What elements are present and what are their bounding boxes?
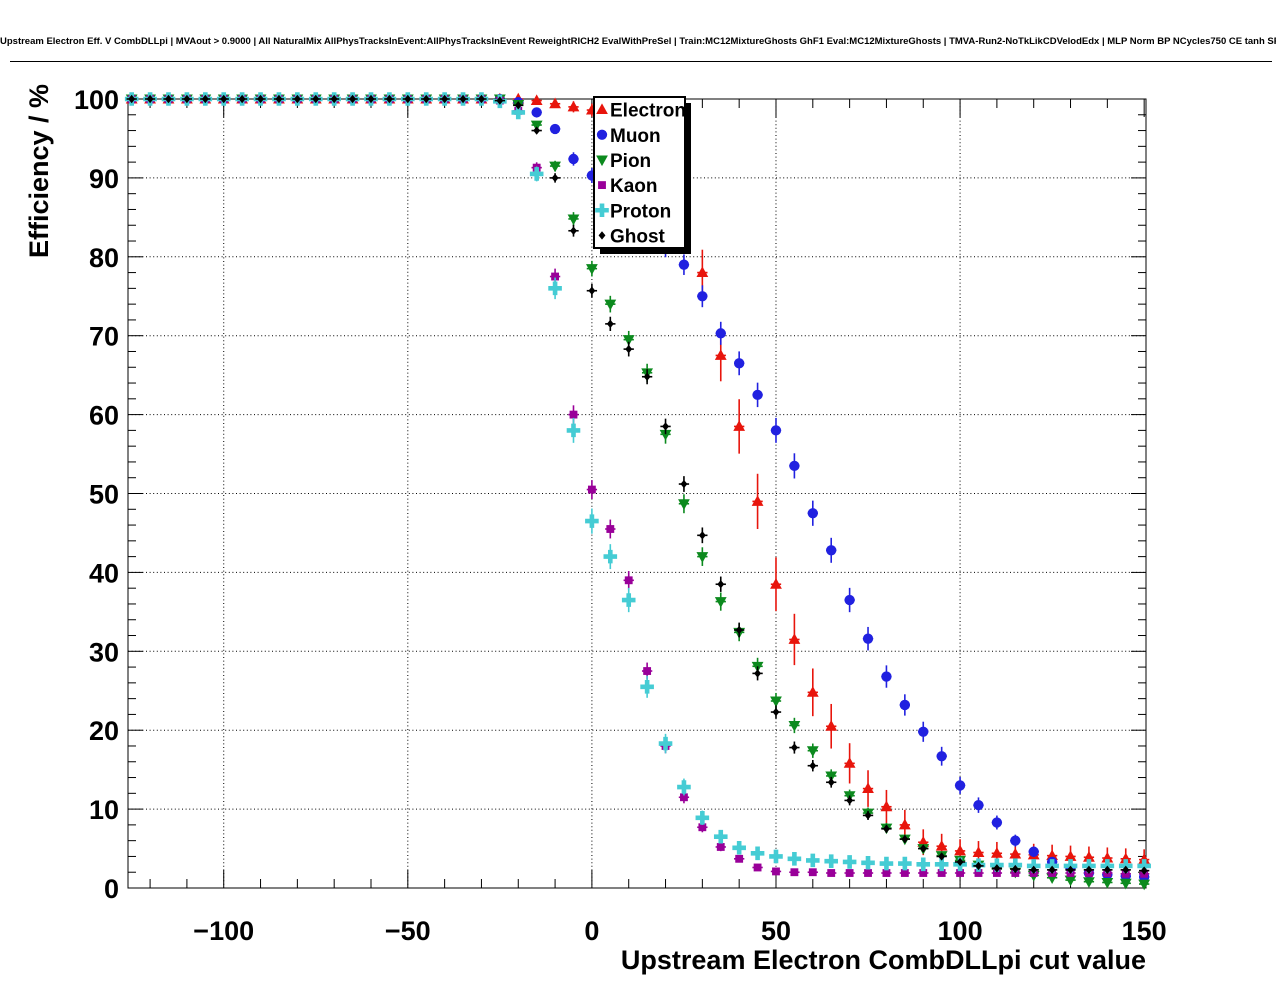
y-tick-label: 100 <box>74 85 119 115</box>
y-tick-label: 80 <box>89 243 119 273</box>
y-tick-label: 50 <box>89 480 119 510</box>
x-tick-labels: −100 −50 0 50 100 150 <box>193 916 1166 946</box>
legend-item-kaon: Kaon <box>598 176 658 197</box>
legend-item-proton: Proton <box>595 201 671 222</box>
header-separator-line <box>10 61 1272 62</box>
y-tick-labels: 0 10 20 30 40 50 60 70 80 90 100 <box>74 85 119 904</box>
x-tick-label: 0 <box>584 916 599 946</box>
y-tick-label: 90 <box>89 164 119 194</box>
series-ghost <box>126 94 1150 875</box>
x-tick-label: −50 <box>385 916 431 946</box>
legend-item-electron: Electron <box>596 101 686 122</box>
legend-label: Ghost <box>610 226 666 247</box>
y-tick-label: 30 <box>89 637 119 667</box>
legend-item-ghost: Ghost <box>598 226 666 247</box>
legend-label: Kaon <box>610 176 658 197</box>
y-tick-label: 40 <box>89 558 119 588</box>
y-tick-label: 10 <box>89 795 119 825</box>
legend-item-muon: Muon <box>596 126 661 147</box>
x-tick-label: −100 <box>193 916 254 946</box>
legend-label: Pion <box>610 151 651 172</box>
x-tick-label: 100 <box>938 916 983 946</box>
gridlines <box>128 99 1146 888</box>
legend-box <box>593 96 686 249</box>
legend: Electron Muon Pion Kaon Proton Ghost <box>593 96 691 254</box>
y-axis-title: Efficiency / % <box>24 84 54 258</box>
y-tick-label: 70 <box>89 322 119 352</box>
legend-label: Muon <box>610 126 661 147</box>
legend-item-pion: Pion <box>596 151 651 172</box>
x-tick-label: 50 <box>761 916 791 946</box>
x-axis-title: Upstream Electron CombDLLpi cut value <box>621 945 1146 975</box>
legend-label: Electron <box>610 101 686 122</box>
y-tick-label: 60 <box>89 401 119 431</box>
y-tick-label: 20 <box>89 716 119 746</box>
y-tick-label: 0 <box>104 874 119 904</box>
legend-label: Proton <box>610 201 671 222</box>
plot-title: Upstream Electron Eff. V CombDLLpi | MVA… <box>0 36 1276 47</box>
x-tick-label: 150 <box>1122 916 1167 946</box>
